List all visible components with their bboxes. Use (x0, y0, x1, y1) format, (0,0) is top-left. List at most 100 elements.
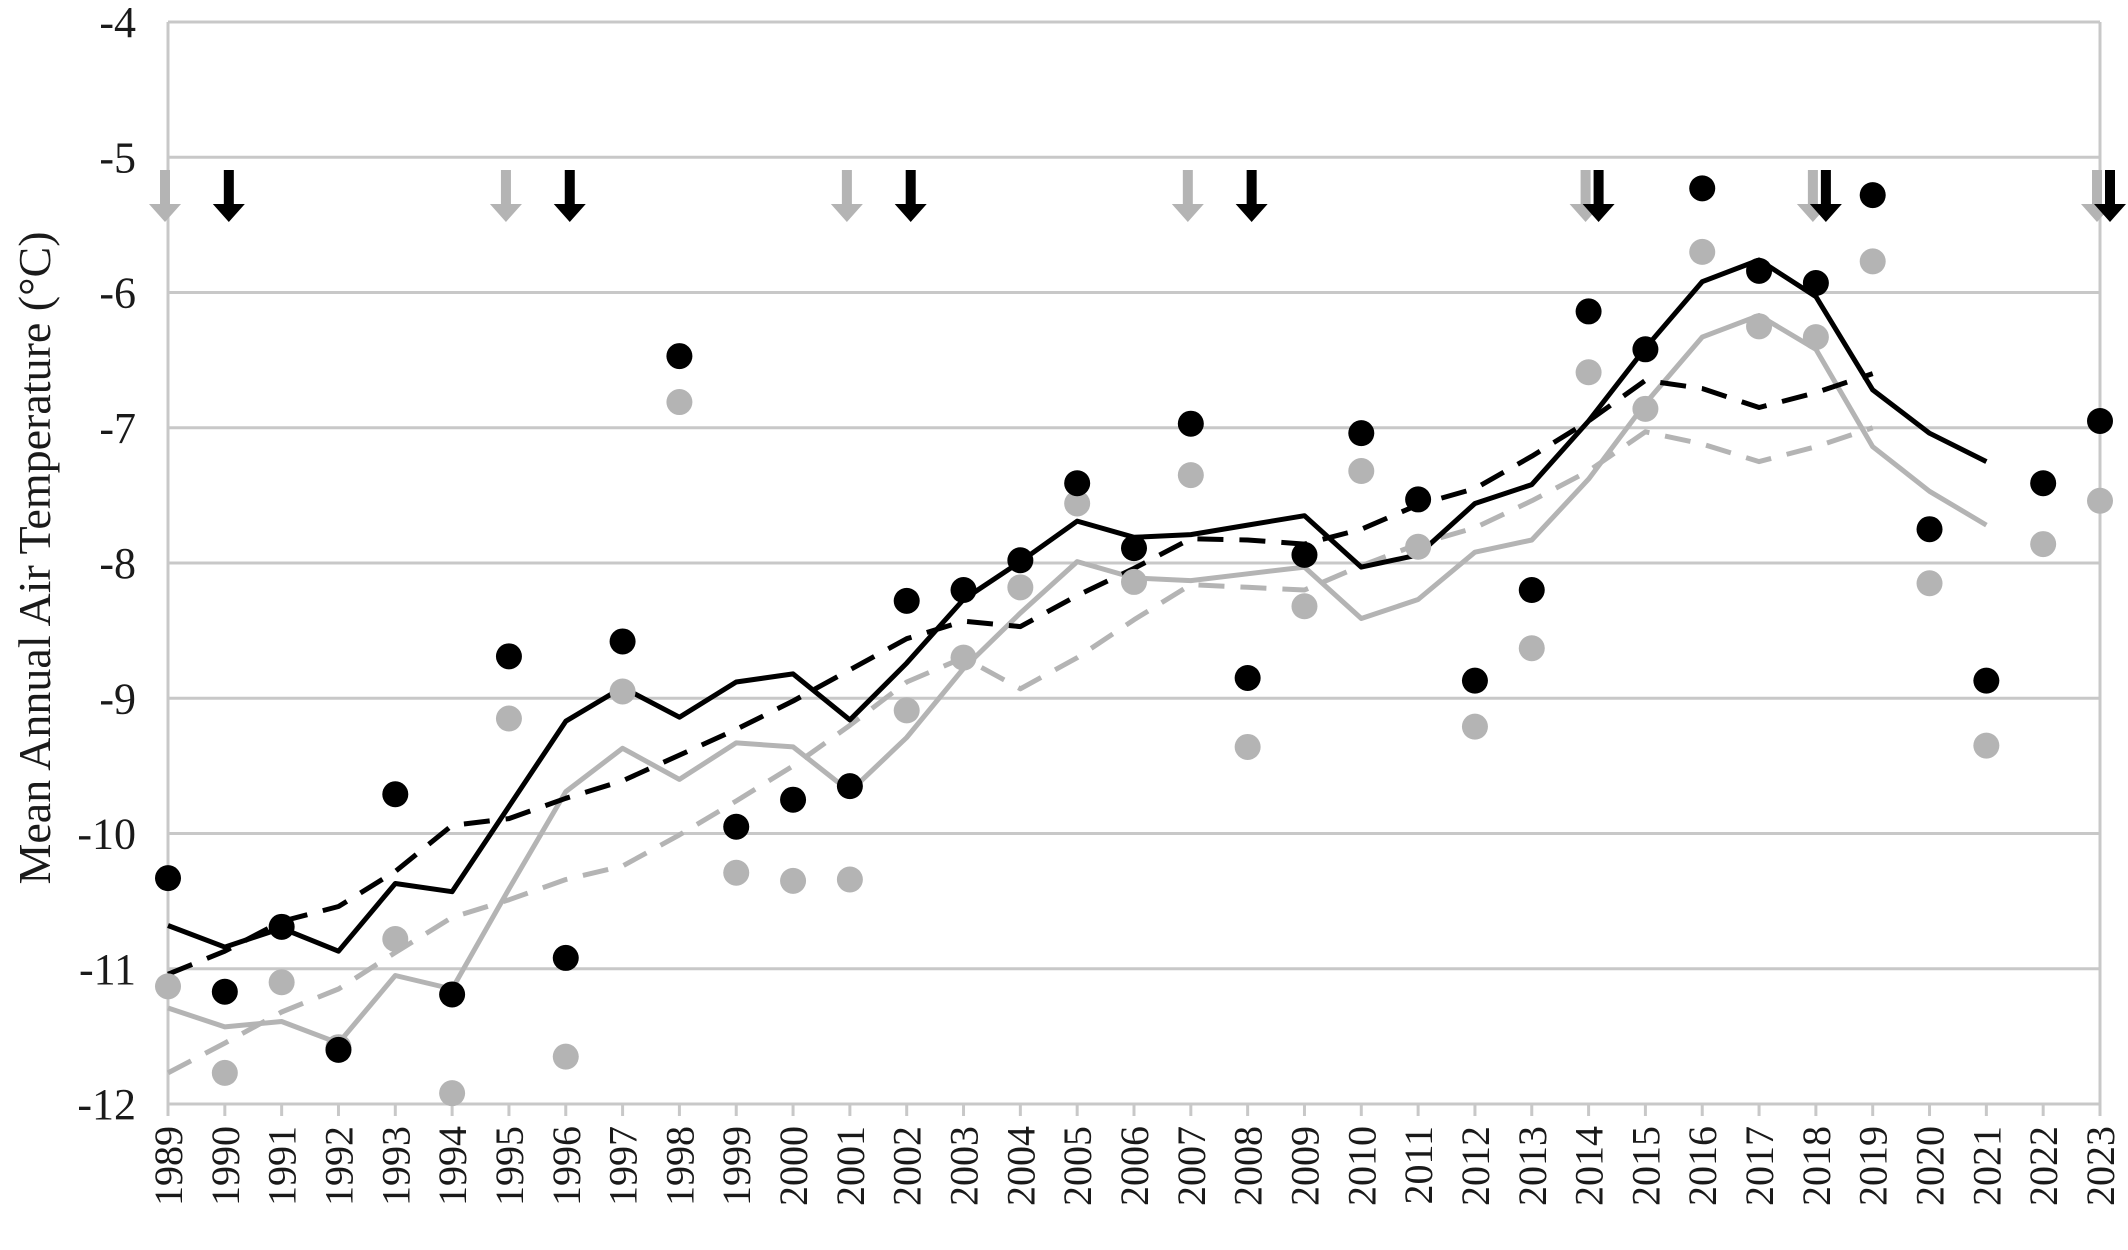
gray-data-point (1234, 733, 1261, 760)
x-tick-label: 2008 (1226, 1126, 1271, 1206)
gray-data-point (1405, 533, 1432, 560)
black-data-point (1177, 410, 1204, 437)
x-tick-label: 2018 (1794, 1126, 1839, 1206)
gray-data-point (211, 1059, 238, 1086)
gray-data-point (268, 969, 295, 996)
x-tick-label: 1993 (373, 1126, 418, 1206)
gray-data-point (1007, 574, 1034, 601)
black-data-point (2030, 470, 2057, 497)
x-tick-label: 2022 (2021, 1126, 2066, 1206)
black-data-point (1518, 577, 1545, 604)
black-data-point (2087, 407, 2113, 434)
gray-data-point (155, 973, 181, 1000)
gray-data-point (950, 644, 977, 671)
black-data-point (1916, 516, 1943, 543)
gray-dashed-line (166, 425, 1874, 1076)
black-arrow-marker (2094, 170, 2126, 222)
black-arrow-marker (553, 170, 586, 222)
gray-data-point (1632, 395, 1659, 422)
x-tick-label: 2020 (1908, 1126, 1953, 1206)
black-data-point (552, 944, 579, 971)
x-tick-label: 2019 (1851, 1126, 1896, 1206)
black-data-point (439, 981, 466, 1008)
x-tick-label: 1998 (657, 1126, 702, 1206)
black-data-point (325, 1036, 352, 1063)
black-data-point (1575, 298, 1602, 325)
y-tick-labels: -4 -5 -6 -7 -8 -9 -10 -11 -12 (77, 0, 136, 1129)
black-data-point (950, 577, 977, 604)
x-tick-label: 2009 (1282, 1126, 1327, 1206)
gray-data-point (723, 859, 750, 886)
gray-data-point (382, 925, 409, 952)
black-solid-line (167, 257, 1988, 954)
gray-solid-line (167, 313, 1988, 1046)
gray-data-point (439, 1080, 466, 1107)
black-arrow-marker (1235, 170, 1268, 222)
y-axis-label: Mean Annual Air Temperature (°C) (9, 231, 60, 884)
black-data-point (609, 628, 636, 655)
gray-arrow-marker (149, 170, 181, 222)
gray-data-point (1802, 324, 1829, 351)
x-tick-label: 2005 (1055, 1126, 1100, 1206)
series-lines (166, 257, 1988, 1076)
x-tick-label: 2000 (771, 1126, 816, 1206)
x-tick-label: 1999 (714, 1126, 759, 1206)
x-tick-labels: 1989 1990 1991 1992 1993 1994 1995 1996 1997 1998… (146, 1126, 2123, 1206)
black-data-point (495, 643, 522, 670)
black-arrow-marker (1809, 170, 1842, 222)
black-data-point (1234, 664, 1261, 691)
gray-arrow-marker (489, 170, 522, 222)
y-tick-label: -7 (99, 404, 136, 453)
gray-data-point (495, 705, 522, 732)
gray-arrow-marker (830, 170, 863, 222)
black-data-point (1632, 336, 1659, 363)
x-tick-label: 1995 (487, 1126, 532, 1206)
y-tick-label: -5 (99, 133, 136, 182)
gray-data-point (1461, 713, 1488, 740)
x-tick-label: 1994 (430, 1126, 475, 1206)
x-tick-label: 1990 (203, 1126, 248, 1206)
gray-data-point (1689, 238, 1716, 265)
black-data-point (1348, 420, 1375, 447)
black-data-point (1461, 667, 1488, 694)
y-tick-label: -4 (99, 0, 136, 47)
x-tick-label: 2004 (998, 1126, 1043, 1206)
black-data-point (893, 587, 920, 614)
gray-data-point (552, 1043, 579, 1070)
y-tick-label: -6 (99, 269, 136, 318)
x-tick-label: 2012 (1453, 1126, 1498, 1206)
black-data-point (155, 865, 181, 892)
gray-data-point (2030, 531, 2057, 558)
series-points (155, 175, 2113, 1107)
x-tick-label: 2003 (942, 1126, 987, 1206)
gray-data-point (893, 697, 920, 724)
gray-data-point (666, 389, 693, 416)
black-data-point (1746, 257, 1773, 284)
x-tick-label: 2021 (1964, 1126, 2009, 1206)
x-tick-label: 2001 (828, 1126, 873, 1206)
gray-data-point (1859, 248, 1886, 275)
gray-data-point (1973, 732, 2000, 759)
black-data-point (1121, 535, 1147, 562)
black-data-point (1689, 175, 1716, 202)
black-data-point (1802, 270, 1829, 297)
gray-data-point (1575, 359, 1602, 386)
black-arrow-marker (894, 170, 927, 222)
black-data-point (780, 786, 807, 813)
black-data-point (268, 913, 295, 940)
event-arrows (149, 170, 2126, 222)
gray-data-point (1348, 458, 1375, 485)
black-data-point (1405, 486, 1432, 513)
y-tick-label: -12 (77, 1080, 136, 1129)
x-tick-label: 2014 (1567, 1126, 1612, 1206)
gray-data-point (1916, 570, 1943, 597)
x-tick-label: 1996 (544, 1126, 589, 1206)
x-tick-label: 1997 (601, 1126, 646, 1206)
black-data-point (723, 813, 750, 840)
black-data-point (382, 781, 409, 808)
x-tick-label: 2016 (1680, 1126, 1725, 1206)
gray-arrow-marker (1171, 170, 1204, 222)
gray-data-point (2087, 487, 2113, 514)
x-tick-label: 2023 (2078, 1126, 2123, 1206)
